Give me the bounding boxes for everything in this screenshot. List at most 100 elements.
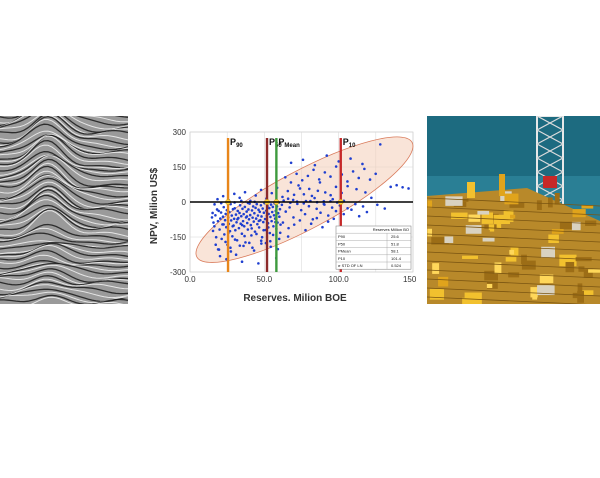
seismic-reflector bbox=[0, 210, 128, 237]
module-part bbox=[572, 209, 586, 218]
tower-red-block bbox=[543, 176, 557, 188]
data-point bbox=[230, 214, 234, 217]
seismic-image bbox=[0, 116, 128, 304]
module-part bbox=[509, 214, 516, 219]
data-point bbox=[289, 161, 293, 165]
data-point bbox=[407, 187, 410, 190]
data-point bbox=[253, 230, 257, 233]
x-axis-title: Reserves. Milion BOE bbox=[243, 293, 347, 304]
data-point bbox=[330, 206, 334, 209]
data-point bbox=[287, 226, 290, 230]
data-point bbox=[233, 207, 237, 210]
seismic-reflector bbox=[0, 133, 128, 156]
data-point bbox=[307, 204, 311, 208]
data-point bbox=[254, 217, 258, 220]
module-part bbox=[509, 249, 515, 255]
seismic-reflector bbox=[0, 144, 128, 170]
data-point bbox=[234, 213, 238, 216]
module-part bbox=[472, 225, 479, 231]
data-point bbox=[301, 158, 305, 162]
data-point bbox=[262, 228, 265, 232]
module-part bbox=[588, 269, 600, 273]
table-header: Reserves Million BO bbox=[373, 227, 409, 232]
data-point bbox=[365, 210, 369, 214]
data-point bbox=[395, 183, 398, 187]
data-point bbox=[332, 217, 336, 221]
seismic-reflector bbox=[0, 174, 128, 201]
seismic-reflector bbox=[0, 264, 128, 279]
data-point bbox=[235, 221, 238, 224]
data-point bbox=[306, 174, 310, 178]
data-point bbox=[257, 226, 261, 229]
module-part bbox=[494, 262, 502, 274]
stack bbox=[499, 174, 505, 196]
data-point bbox=[256, 222, 259, 226]
seismic-reflector bbox=[0, 294, 128, 304]
sea-far bbox=[427, 116, 600, 176]
data-point bbox=[229, 246, 232, 250]
data-point bbox=[249, 223, 253, 227]
module-part bbox=[481, 212, 494, 224]
module-part bbox=[486, 283, 493, 289]
data-point bbox=[342, 212, 346, 216]
data-point bbox=[280, 203, 284, 207]
data-point bbox=[310, 194, 314, 198]
module-part bbox=[445, 196, 463, 206]
module-part bbox=[432, 263, 440, 274]
data-point bbox=[214, 214, 217, 217]
seismic-reflector bbox=[0, 284, 128, 299]
data-point bbox=[217, 209, 220, 213]
data-point bbox=[268, 239, 272, 243]
data-point bbox=[269, 203, 273, 206]
table-row-label: P10 bbox=[338, 256, 346, 261]
data-point bbox=[355, 187, 358, 191]
data-point bbox=[374, 172, 377, 176]
confidence-ellipse bbox=[195, 136, 414, 263]
data-point bbox=[238, 203, 242, 207]
module-part bbox=[431, 237, 449, 245]
data-point bbox=[261, 207, 264, 210]
data-point bbox=[218, 254, 222, 258]
seismic-reflector bbox=[0, 116, 128, 127]
data-point bbox=[250, 234, 253, 237]
data-point bbox=[250, 209, 254, 212]
data-point bbox=[292, 193, 296, 197]
data-point bbox=[278, 231, 282, 235]
data-point bbox=[216, 197, 219, 201]
data-point bbox=[303, 212, 307, 216]
data-point bbox=[252, 220, 256, 223]
data-point bbox=[288, 206, 291, 209]
data-point bbox=[364, 191, 367, 194]
data-point bbox=[329, 193, 332, 197]
data-point bbox=[233, 192, 236, 196]
data-point bbox=[222, 205, 226, 209]
module-part bbox=[554, 193, 560, 205]
percentile-label-subscript: 50 bbox=[275, 143, 282, 149]
data-point bbox=[326, 214, 330, 217]
data-point bbox=[219, 211, 223, 214]
data-point bbox=[244, 241, 247, 244]
deck-railing bbox=[427, 215, 600, 225]
module-part bbox=[488, 224, 494, 230]
deck-railing bbox=[427, 242, 600, 252]
data-point bbox=[361, 162, 364, 166]
data-point bbox=[267, 206, 271, 210]
data-point bbox=[251, 205, 255, 208]
seismic-section-graphic bbox=[0, 116, 128, 304]
data-point bbox=[323, 191, 327, 194]
seismic-reflector bbox=[0, 232, 128, 245]
y-tick-label: 0 bbox=[182, 198, 187, 207]
module-part bbox=[559, 254, 577, 267]
data-point bbox=[295, 172, 298, 176]
module-part bbox=[444, 236, 454, 244]
data-point bbox=[357, 176, 361, 180]
tower-brace bbox=[536, 143, 564, 159]
data-point bbox=[223, 218, 227, 222]
data-point bbox=[212, 221, 215, 224]
deck-railing bbox=[427, 206, 600, 216]
data-point bbox=[272, 214, 276, 217]
tower-brace bbox=[536, 116, 564, 131]
y-tick-label: -300 bbox=[170, 268, 187, 277]
data-point bbox=[255, 232, 258, 236]
seismic-reflector bbox=[0, 139, 128, 169]
